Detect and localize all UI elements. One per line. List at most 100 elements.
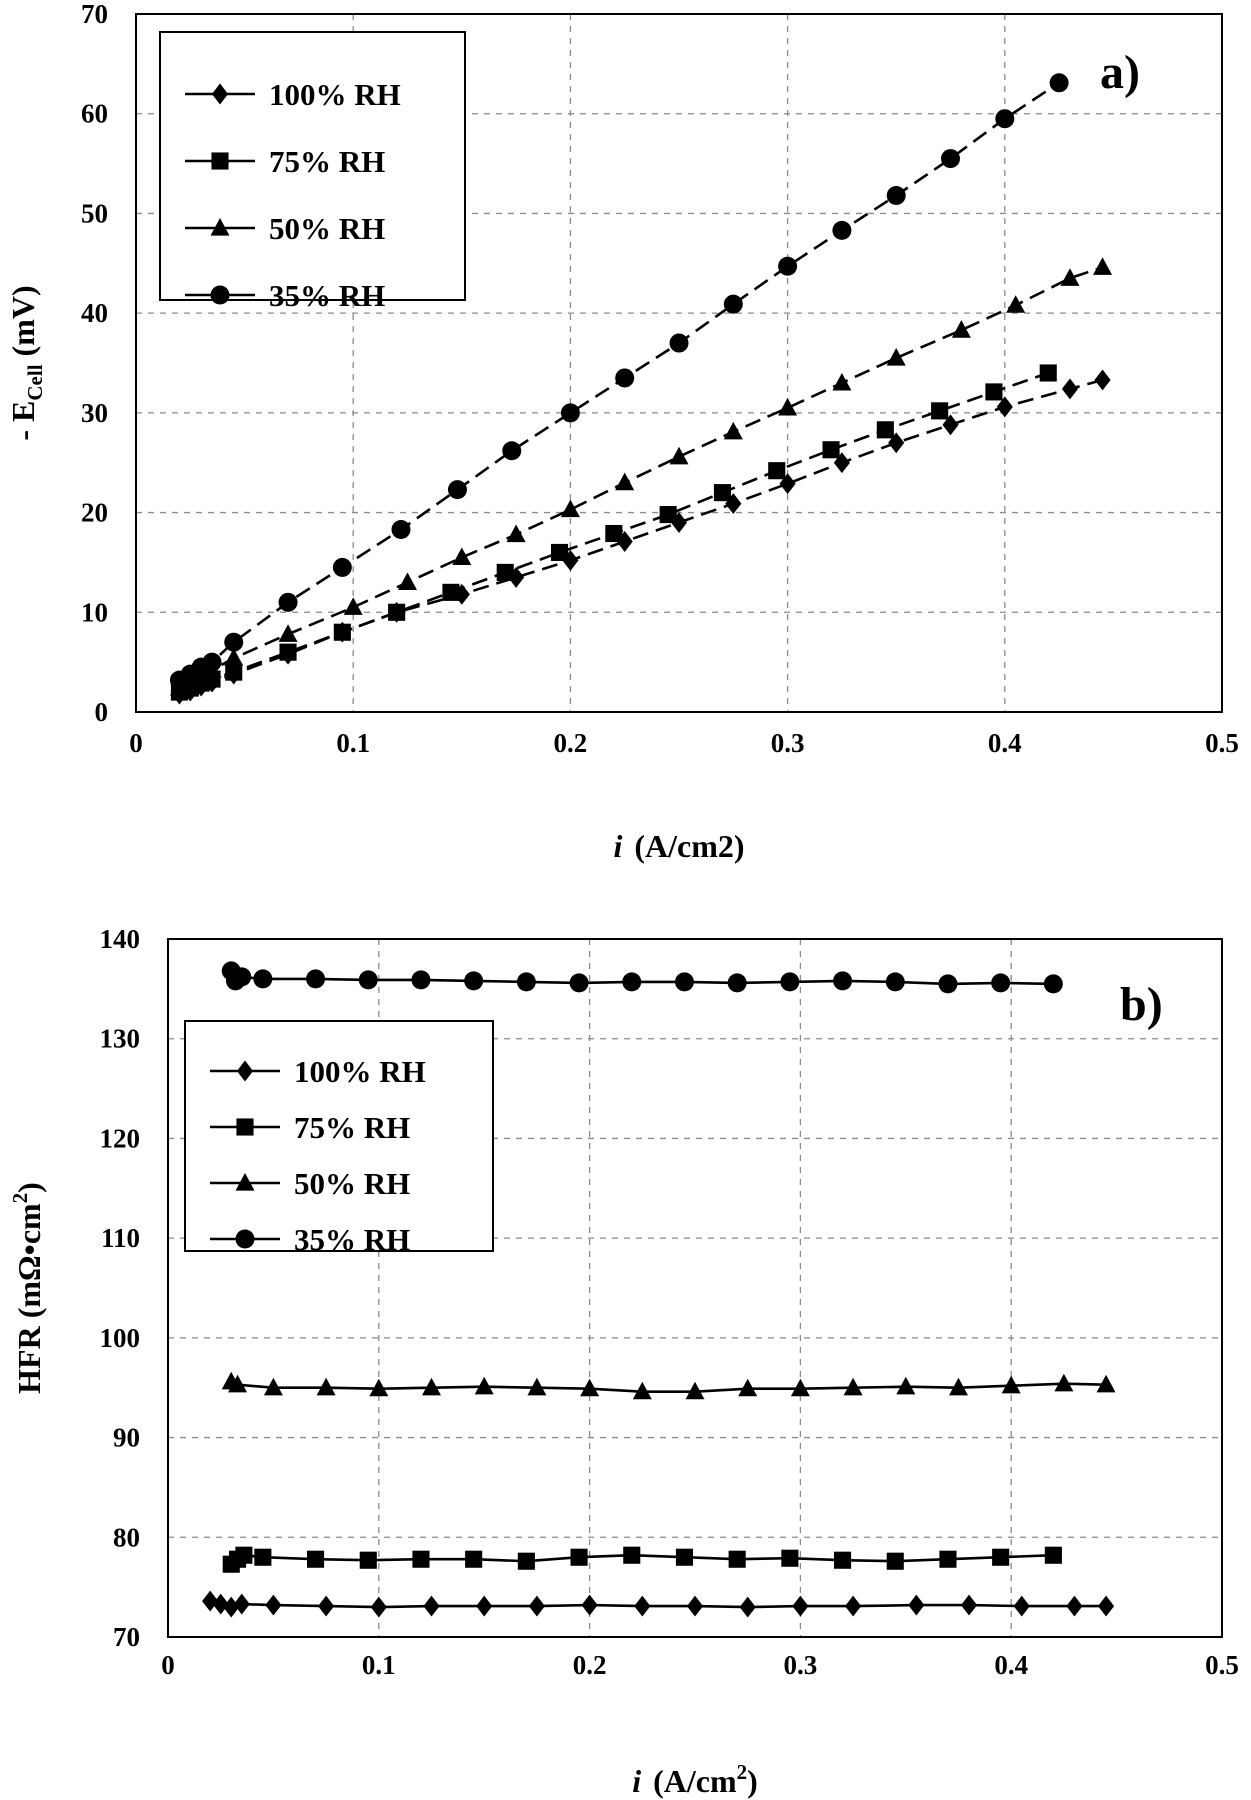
panel-a-y-tick-label: 30 — [81, 398, 108, 428]
panel-b-label: b) — [1120, 978, 1163, 1031]
panel-b-y-tick-label: 80 — [113, 1522, 140, 1552]
panel-a-series-line-35-rh — [178, 81, 1060, 682]
panel-b-point-100-rh — [1097, 1595, 1115, 1617]
panel-a-point-100-rh — [833, 452, 850, 474]
panel-b-legend-marker-50-rh — [235, 1173, 255, 1191]
panel-b-y-tick-label: 90 — [113, 1423, 140, 1453]
panel-b-point-75-rh — [254, 1548, 272, 1566]
panel-b-point-100-rh — [528, 1595, 545, 1617]
panel-b-y-tick-label: 110 — [101, 1223, 140, 1253]
panel-a-x-tick-label: 0.1 — [336, 728, 370, 758]
panel-a-y-tick-label: 60 — [81, 99, 108, 129]
panel-b-point-75-rh — [1044, 1546, 1062, 1564]
panel-b-point-35-rh — [1043, 974, 1063, 994]
panel-a-point-75-rh — [985, 383, 1003, 401]
panel-a-point-50-rh — [398, 572, 417, 590]
panel-a-legend-marker-50-rh — [210, 218, 230, 236]
panel-b-x-tick-label: 0.3 — [784, 1650, 818, 1680]
panel-a-legend-label-75-rh: 75% RH — [269, 144, 385, 179]
panel-b-x-tick-label: 0.5 — [1205, 1650, 1239, 1680]
panel-b-point-50-rh — [580, 1378, 600, 1397]
panel-a-point-50-rh — [1093, 257, 1113, 275]
panel-a-point-50-rh — [615, 472, 635, 491]
panel-b-point-50-rh — [228, 1374, 248, 1393]
panel-b-point-75-rh — [728, 1550, 746, 1568]
panel-b-x-axis-label-unit: (A/cm — [653, 1763, 737, 1799]
panel-b-point-75-rh — [623, 1546, 641, 1564]
panel-b-point-35-rh — [833, 971, 853, 991]
panel-a-y-tick-label: 70 — [81, 0, 108, 29]
panel-a-legend-label-100-rh: 100% RH — [269, 77, 401, 112]
panel-b-legend-label-100-rh: 100% RH — [294, 1054, 426, 1089]
panel-a-x-axis-label-var: i — [613, 828, 622, 864]
panel-b-point-50-rh — [843, 1377, 863, 1396]
panel-b-legend-label-75-rh: 75% RH — [294, 1110, 410, 1145]
panel-a-point-75-rh — [496, 563, 514, 581]
panel-b-point-75-rh — [570, 1548, 588, 1566]
panel-a-point-35-rh — [332, 557, 352, 577]
panel-b-legend-label-50-rh: 50% RH — [294, 1166, 410, 1201]
panel-b-x-axis-label-sup: 2 — [737, 1760, 748, 1784]
panel-b-point-50-rh — [1096, 1374, 1116, 1393]
panel-b-y-tick-labels: 70 80 90 100 110 120 130 140 — [100, 924, 141, 1652]
panel-a-x-tick-label: 0.2 — [554, 728, 588, 758]
panel-b-series-line-75-rh — [230, 1553, 1054, 1566]
panel-a-y-tick-label: 10 — [81, 597, 108, 627]
panel-a-legend-label-50-rh: 50% RH — [269, 211, 385, 246]
panel-a-label: a) — [1100, 46, 1140, 99]
panel-a-y-tick-label: 40 — [81, 298, 108, 328]
panel-a: 0 0.1 0.2 0.3 0.4 0.5 0 10 20 30 40 50 60 70 a) i (A/… — [5, 0, 1239, 864]
panel-b-point-35-rh — [885, 972, 905, 992]
panel-a-point-75-rh — [388, 603, 406, 621]
panel-b-x-axis-label: i (A/cm2) — [632, 1760, 758, 1799]
panel-b-point-50-rh — [316, 1377, 336, 1396]
panel-a-y-axis-label-prefix: - E — [5, 401, 41, 441]
panel-b-y-axis-label-suffix: ) — [11, 1182, 47, 1193]
panel-b-point-35-rh — [727, 973, 747, 993]
panel-b-series-line-50-rh — [230, 1380, 1107, 1393]
panel-a-y-axis-label: - ECell (mV) — [5, 285, 47, 440]
panel-a-legend-box — [159, 31, 466, 301]
panel-a-point-75-rh — [550, 543, 569, 562]
panel-a-point-50-rh — [343, 597, 363, 615]
panel-b-point-100-rh — [686, 1595, 704, 1617]
panel-a-x-tick-label: 0.5 — [1205, 728, 1239, 758]
panel-b: 0 0.1 0.2 0.3 0.4 0.5 70 80 90 100 110 120 130 140 b… — [8, 924, 1239, 1799]
panel-b-point-100-rh — [845, 1595, 862, 1617]
panel-b-point-35-rh — [622, 972, 642, 992]
panel-a-point-50-rh — [560, 499, 580, 518]
panel-b-y-tick-label: 120 — [100, 1123, 141, 1153]
panel-b-point-100-rh — [634, 1595, 651, 1617]
panel-b-point-50-rh — [949, 1377, 968, 1396]
panel-b-point-75-rh — [465, 1550, 483, 1568]
panel-b-point-35-rh — [306, 969, 326, 989]
panel-a-point-50-rh — [886, 348, 906, 366]
panel-a-point-50-rh — [224, 648, 244, 666]
panel-a-legend-label-35-rh: 35% RH — [269, 278, 385, 313]
panel-b-point-50-rh — [474, 1376, 494, 1395]
panel-b-point-75-rh — [939, 1550, 957, 1568]
panel-b-point-50-rh — [1054, 1373, 1074, 1392]
panel-b-legend-label-35-rh: 35% RH — [294, 1222, 410, 1257]
panel-b-plot-frame — [167, 938, 1223, 1638]
panel-b-point-100-rh — [202, 1590, 219, 1612]
panel-a-point-35-rh — [669, 333, 689, 353]
panel-b-grid — [168, 939, 1222, 1637]
panel-a-point-50-rh — [506, 524, 526, 543]
panel-a-point-75-rh — [225, 663, 243, 681]
panel-b-x-tick-label: 0.2 — [573, 1650, 607, 1680]
panel-a-legend: 100% RH 75% RH 50% RH 35% RH — [159, 31, 466, 313]
panel-a-point-35-rh — [202, 652, 222, 672]
panel-a-x-tick-label: 0 — [129, 728, 143, 758]
panel-b-point-50-rh — [369, 1378, 389, 1397]
panel-b-y-axis-label: HFR (mΩ•cm2) — [8, 1182, 47, 1394]
panel-b-point-100-rh — [792, 1595, 809, 1617]
panel-a-point-100-rh — [888, 432, 905, 454]
panel-a-series — [169, 73, 1113, 705]
panel-b-point-35-rh — [516, 972, 536, 992]
panel-b-point-100-rh — [1066, 1595, 1083, 1617]
panel-b-legend: 100% RH 75% RH 50% RH 35% RH — [184, 1020, 494, 1257]
panel-a-point-35-rh — [832, 220, 852, 240]
panel-b-y-tick-label: 100 — [100, 1323, 141, 1353]
